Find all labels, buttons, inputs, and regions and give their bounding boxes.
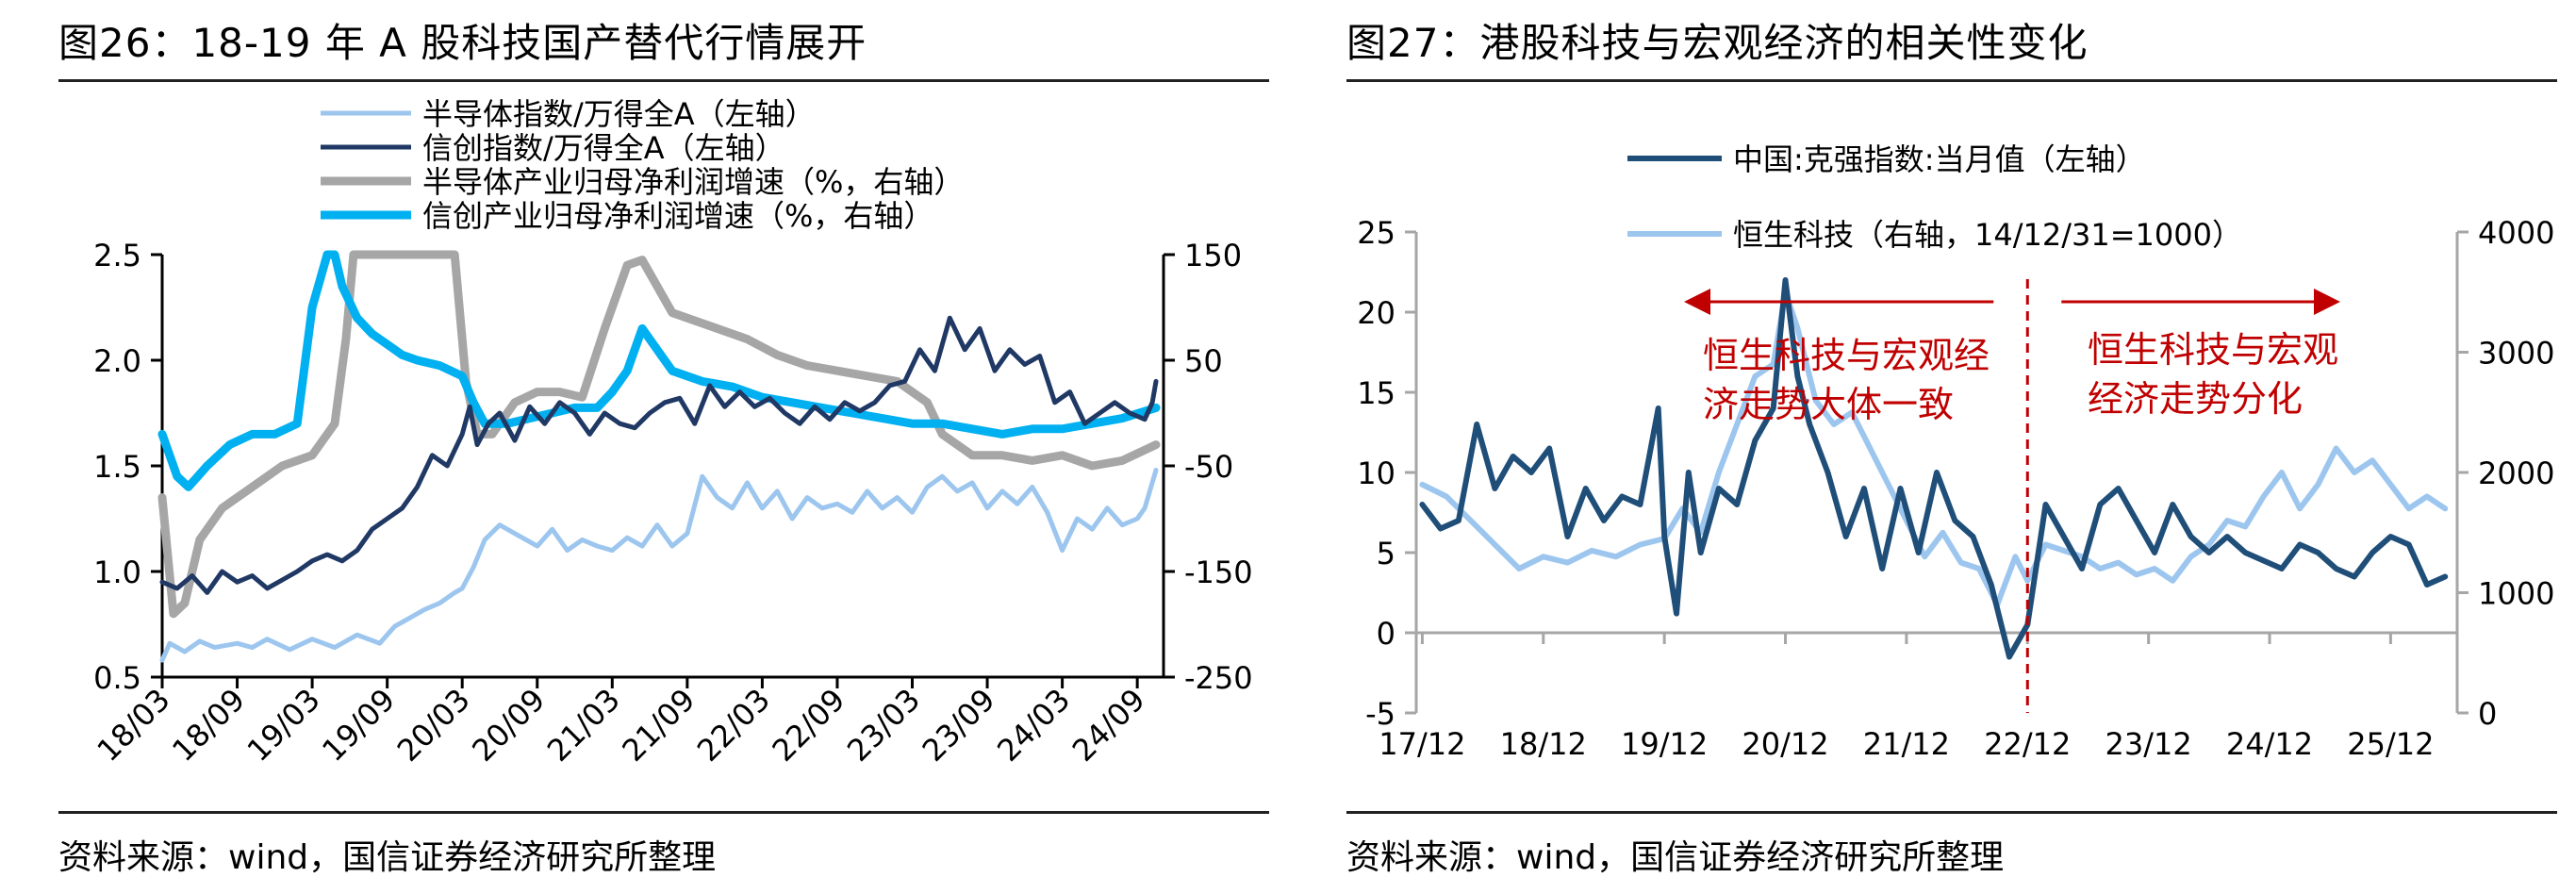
x-tick-label: 24/12 <box>2226 726 2313 762</box>
legend-label-0: 中国:克强指数:当月值（左轴） <box>1733 141 2146 177</box>
x-tick-label: 22/09 <box>766 682 852 769</box>
y-left-tick-label: 1.5 <box>93 449 141 485</box>
left-figure-title: 图26：18-19 年 A 股科技国产替代行情展开 <box>58 20 867 66</box>
y-left-tick-label: 20 <box>1357 295 1395 331</box>
x-tick-label: 24/09 <box>1065 682 1152 769</box>
right-source: 资料来源：wind，国信证券经济研究所整理 <box>1346 838 2005 877</box>
y-left-tick-label: -5 <box>1365 696 1395 732</box>
series-line-0 <box>159 468 1159 663</box>
annotation-right-line-1: 经济走势分化 <box>2088 378 2303 420</box>
x-tick-label: 25/12 <box>2347 726 2434 762</box>
left-top-rule <box>58 79 1269 82</box>
x-tick-label: 20/03 <box>390 682 477 769</box>
right-bottom-rule <box>1346 811 2557 814</box>
y-left-tick-label: 25 <box>1357 215 1395 251</box>
y-right-tick-label: 0 <box>2478 696 2497 732</box>
x-tick-label: 19/09 <box>315 682 402 769</box>
y-left-tick-label: 1.0 <box>93 555 141 590</box>
series-line-2 <box>157 250 1161 619</box>
arrow-right-head <box>2314 289 2340 315</box>
x-tick-label: 21/12 <box>1863 726 1950 762</box>
y-left-tick-label: 5 <box>1377 536 1395 571</box>
right-panel: 图27：港股科技与宏观经济的相关性变化 25 20 15 10 5 0 -5 4000 3000… <box>1288 0 2576 894</box>
x-tick-label: 20/12 <box>1742 726 1828 762</box>
x-tick-label: 21/03 <box>540 682 627 769</box>
series-line-0 <box>1419 277 2449 660</box>
arrow-left-head <box>1684 289 1710 315</box>
x-tick-label: 21/09 <box>615 682 702 769</box>
y-right-tick-label: -50 <box>1184 449 1233 485</box>
y-left-tick-label: 0.5 <box>93 660 141 696</box>
y-right-tick-label: 2000 <box>2478 455 2554 491</box>
y-left-tick-label: 2.0 <box>93 343 141 379</box>
series-line-1 <box>1419 289 2449 608</box>
y-left-tick-label: 0 <box>1377 616 1395 652</box>
y-right-tick-label: 50 <box>1184 343 1223 379</box>
y-left-tick-label: 15 <box>1357 375 1395 411</box>
annotation-right-line-0: 恒生科技与宏观 <box>2088 329 2338 371</box>
left-chart: 2.52.01.51.00.515050-50-150-25018/0318/0… <box>91 96 1253 769</box>
y-right-tick-label: 150 <box>1184 238 1242 273</box>
x-tick-label: 19/03 <box>240 682 327 769</box>
x-tick-label: 17/12 <box>1379 726 1465 762</box>
x-tick-label: 23/09 <box>916 682 1002 769</box>
x-tick-label: 22/03 <box>690 682 777 769</box>
x-tick-label: 23/12 <box>2105 726 2192 762</box>
x-tick-label: 20/09 <box>465 682 552 769</box>
legend-label-1: 恒生科技（右轴，14/12/31=1000） <box>1733 217 2242 253</box>
annotation-left-line-0: 恒生科技与宏观经 <box>1703 335 1990 376</box>
legend-label-1: 信创指数/万得全A（左轴） <box>422 130 785 166</box>
right-top-rule <box>1346 79 2557 82</box>
x-tick-label: 22/12 <box>1984 726 2071 762</box>
x-tick-label: 19/12 <box>1621 726 1708 762</box>
left-source: 资料来源：wind，国信证券经济研究所整理 <box>58 838 717 877</box>
left-panel: 图26：18-19 年 A 股科技国产替代行情展开 2.5 2.0 1.5 1.0 0.… <box>58 20 1269 877</box>
right-figure-title: 图27：港股科技与宏观经济的相关性变化 <box>1346 20 2089 66</box>
y-right-tick-label: 1000 <box>2478 576 2554 612</box>
legend-label-2: 半导体产业归母净利润增速（%，右轴） <box>422 164 964 200</box>
y-left-tick-label: 2.5 <box>93 238 141 273</box>
legend-label-3: 信创产业归母净利润增速（%，右轴） <box>422 198 933 234</box>
y-right-tick-label: 3000 <box>2478 336 2554 372</box>
x-tick-label: 24/03 <box>990 682 1077 769</box>
y-right-tick-label: -150 <box>1184 555 1253 590</box>
x-tick-label: 18/09 <box>165 682 252 769</box>
annotation-left-line-1: 济走势大体一致 <box>1703 384 1954 425</box>
x-tick-label: 18/12 <box>1500 726 1587 762</box>
series-line-1 <box>159 315 1159 595</box>
y-left-tick-label: 10 <box>1357 455 1395 491</box>
y-right-tick-label: 4000 <box>2478 215 2554 251</box>
x-tick-label: 23/03 <box>840 682 927 769</box>
legend-label-0: 半导体指数/万得全A（左轴） <box>422 96 816 132</box>
right-chart: 25 20 15 10 5 0 -5 4000 3000 2000 1000 0 17/12 18/12 1… <box>1357 141 2554 762</box>
y-right-tick-label: -250 <box>1184 660 1253 696</box>
left-bottom-rule <box>58 811 1269 814</box>
